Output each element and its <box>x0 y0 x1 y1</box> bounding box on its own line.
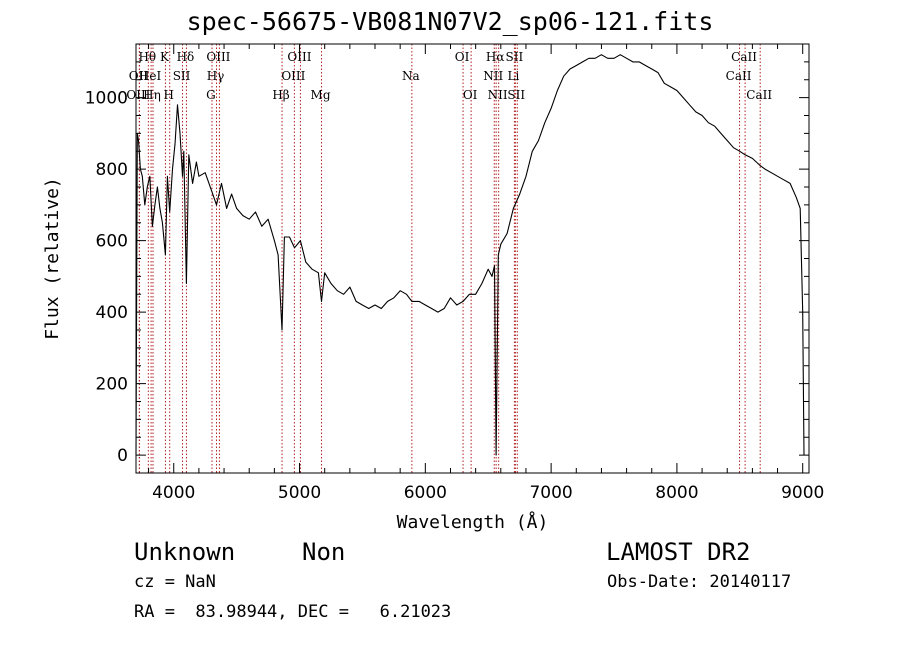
line-label: SII <box>173 69 191 83</box>
obs-date: Obs-Date: 20140117 <box>607 572 792 592</box>
line-label: G <box>206 88 216 102</box>
x-tick-label: 7000 <box>529 483 572 503</box>
x-tick-label: 8000 <box>655 483 698 503</box>
object-class: Unknown <box>134 538 236 566</box>
x-tick-label: 5000 <box>278 483 321 503</box>
line-label: SII <box>507 88 525 102</box>
plot-frame <box>135 43 810 474</box>
line-label: OI <box>463 88 478 102</box>
line-label: OIII <box>281 69 305 83</box>
coordinates-readout: RA = 83.98944, DEC = 6.21023 <box>134 602 452 622</box>
y-tick-label: 400 <box>96 303 128 323</box>
chart-title: spec-56675-VB081N07V2_sp06-121.fits <box>186 7 714 36</box>
y-axis-label: Flux (relative) <box>42 177 63 340</box>
line-label: NII <box>488 88 508 102</box>
line-label: Li <box>507 69 519 83</box>
x-tick-label: 9000 <box>781 483 824 503</box>
y-tick-label: 600 <box>96 232 128 252</box>
line-label: OII <box>129 69 149 83</box>
line-label: OIII <box>126 88 150 102</box>
axes: 4000 5000 6000 7000 8000 9000 0 200 400 600 800 100… <box>42 43 824 533</box>
y-tick-label: 200 <box>96 375 128 395</box>
y-tick-label: 0 <box>117 446 128 466</box>
redshift-readout: cz = NaN <box>134 572 216 592</box>
line-label: Hθ <box>138 50 156 64</box>
x-tick-label: 6000 <box>404 483 447 503</box>
line-label: CaII <box>731 50 757 64</box>
object-subclass: Non <box>302 538 346 566</box>
line-label: HeI <box>139 69 162 83</box>
x-axis-label: Wavelength (Å) <box>397 511 549 533</box>
survey-name: LAMOST DR2 <box>606 538 751 566</box>
line-label: Hδ <box>177 50 195 64</box>
x-tick-label: 4000 <box>152 483 195 503</box>
line-label: Hα <box>486 50 505 64</box>
line-label: K <box>160 50 170 64</box>
line-label: SII <box>506 50 524 64</box>
line-label: Mg <box>311 88 331 102</box>
y-tick-label: 800 <box>96 160 128 180</box>
line-label: CaII <box>726 69 752 83</box>
spectrum-series <box>135 54 805 456</box>
line-label: Hγ <box>207 69 225 83</box>
line-label: CaII <box>746 88 772 102</box>
line-label: NII <box>483 69 503 83</box>
line-markers <box>138 44 761 473</box>
line-label: OIII <box>206 50 230 64</box>
line-label: Hη <box>143 88 161 102</box>
line-label: Hβ <box>272 88 289 102</box>
line-label: OIII <box>287 50 311 64</box>
spectrum-line <box>135 54 805 456</box>
line-label: H <box>163 88 173 102</box>
line-label: Na <box>402 69 420 83</box>
y-tick-label: 1000 <box>85 89 128 109</box>
line-label: OI <box>455 50 470 64</box>
